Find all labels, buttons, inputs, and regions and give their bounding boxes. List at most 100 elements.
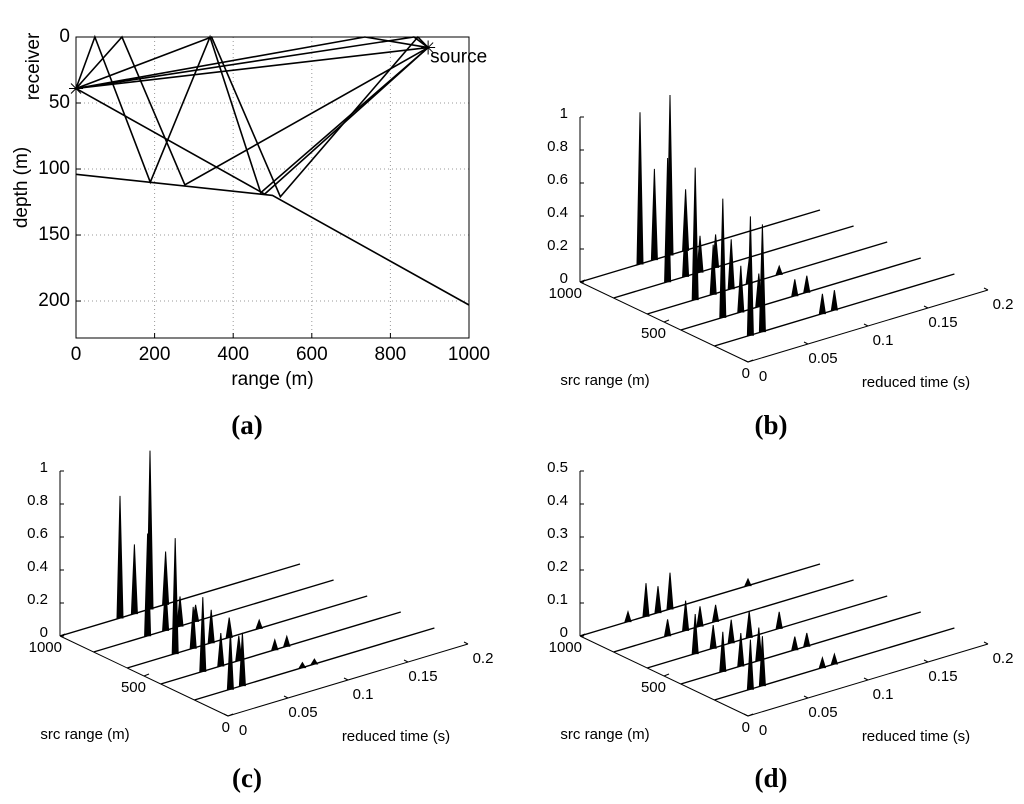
tick-mark (747, 713, 754, 717)
z-tick-label: 0.1 (547, 591, 568, 608)
x-tick-label: 0.05 (808, 704, 837, 721)
annotation: source (430, 47, 487, 68)
trace-baseline (160, 611, 402, 685)
arrival-spike (650, 168, 658, 261)
arrival-spike (217, 632, 225, 667)
y-axis-label: src range (m) (560, 372, 649, 389)
arrival-spike (271, 638, 279, 651)
y-axis-label: src range (m) (560, 726, 649, 743)
z-tick-label: 0.2 (547, 237, 568, 254)
y-axis-label: depth (m) (11, 147, 32, 228)
z-tick-label: 0 (560, 624, 568, 641)
x-tick-label: 0.1 (873, 686, 894, 703)
y-tick-label: 1000 (29, 639, 62, 656)
panel-caption: (a) (231, 410, 262, 440)
tick-mark (143, 673, 150, 677)
tick-mark (863, 323, 869, 327)
ray-path (75, 46, 429, 90)
x-tick-label: 0 (71, 344, 82, 365)
ray-path (75, 36, 429, 90)
star-marker (69, 81, 83, 96)
arrival-spike (758, 636, 766, 687)
arrival-spike (803, 632, 811, 647)
arrival-spike (791, 636, 799, 651)
arrival-spike (696, 606, 704, 627)
arrival-spike (238, 632, 246, 687)
arrival-spike (719, 631, 727, 672)
x-tick-label: 0.1 (873, 332, 894, 349)
arrival-spike (775, 611, 783, 629)
trace-baseline (93, 579, 334, 653)
arrival-spike (727, 619, 735, 644)
x-axis-label: reduced time (s) (862, 728, 970, 745)
arrival-spike (775, 264, 783, 275)
arrival-spike (727, 239, 735, 290)
tick-mark (743, 359, 749, 363)
arrival-spike (199, 597, 207, 672)
arrival-spike (654, 586, 662, 614)
y-tick-label: 150 (38, 224, 70, 245)
arrival-spike (144, 533, 152, 637)
x-tick-label: 0.15 (408, 668, 437, 685)
y-tick-label: 0 (742, 719, 750, 736)
arrival-spike (235, 635, 243, 662)
z-tick-label: 0.8 (547, 138, 568, 155)
arrival-spike (283, 634, 291, 647)
arrival-spike (719, 198, 727, 318)
ray-path (75, 46, 429, 196)
x-tick-label: 600 (296, 344, 328, 365)
arrival-spike (682, 216, 690, 277)
ray-path (75, 36, 429, 90)
star-marker (421, 40, 436, 55)
tick-mark (343, 677, 349, 681)
x-tick-label: 0 (759, 368, 767, 385)
y-axis-label: src range (m) (40, 726, 129, 743)
arrival-spike (737, 632, 745, 667)
arrival-spike (171, 538, 179, 655)
tick-mark (803, 341, 809, 345)
arrival-spike (116, 495, 124, 619)
z-tick-label: 0.6 (547, 171, 568, 188)
x-tick-label: 0.2 (993, 296, 1014, 313)
y-tick-label: 200 (38, 290, 70, 311)
arrival-spike (636, 112, 644, 265)
z-tick-label: 0.5 (547, 459, 568, 476)
arrival-spike (664, 619, 672, 637)
trace-baseline (680, 611, 922, 685)
x-tick-label: 0.2 (473, 650, 494, 667)
tick-mark (983, 287, 989, 291)
tick-mark (863, 677, 869, 681)
ray-path (75, 35, 429, 199)
x-tick-label: 400 (217, 344, 249, 365)
arrival-spike (226, 631, 234, 690)
arrival-spike (691, 613, 699, 655)
x-tick-label: 0.05 (808, 350, 837, 367)
y-tick-label: 1000 (549, 639, 582, 656)
y-tick-label: 0 (222, 719, 230, 736)
ray-path (75, 34, 429, 195)
x-tick-label: 0.2 (993, 650, 1014, 667)
panel-caption: (b) (755, 410, 788, 440)
tick-mark (923, 659, 929, 663)
y-tick-label: 500 (641, 679, 666, 696)
arrival-spike (737, 265, 745, 313)
y-tick-label: 50 (49, 92, 70, 113)
arrival-spike (298, 661, 307, 669)
arrival-spike (162, 584, 170, 631)
arrival-spike (664, 158, 672, 283)
arrival-spike (746, 216, 754, 336)
y-tick-label: 0 (59, 26, 70, 47)
arrival-spike (746, 639, 754, 690)
tick-mark (463, 641, 469, 645)
arrival-spike (830, 290, 838, 311)
arrival-spike (709, 625, 717, 649)
x-tick-label: 0.15 (928, 314, 957, 331)
tick-mark (227, 713, 234, 717)
panel-caption: (c) (232, 763, 262, 793)
trace-baseline (680, 257, 922, 331)
x-tick-label: 800 (375, 344, 407, 365)
arrival-spike (255, 618, 263, 629)
trace-baseline (579, 563, 821, 637)
arrival-spike (712, 604, 720, 622)
tick-mark (803, 695, 809, 699)
